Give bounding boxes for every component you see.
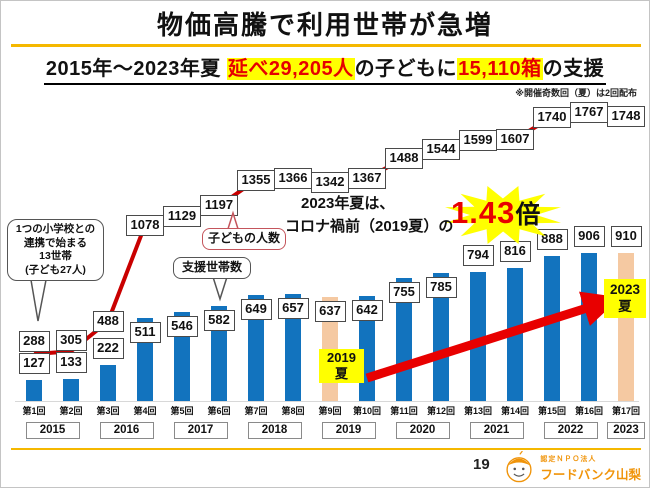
year-label: 2023 [607, 422, 645, 439]
line-value-label: 1740 [533, 106, 571, 128]
line-value-label: 1078 [126, 214, 164, 236]
summer-2023-badge: 2023 夏 [604, 279, 646, 318]
combo-chart: 1つの小学校との 連携で始まる 13世帯 (子ども27人) 子どもの人数 支援世… [1, 97, 649, 439]
bar-value-label: 133 [55, 352, 87, 374]
line-value-label: 1748 [607, 105, 645, 127]
bar-value-label: 222 [92, 337, 124, 359]
bar-round-16 [581, 253, 597, 401]
bar-round-2 [63, 379, 79, 401]
x-axis-label: 第4回 [133, 406, 157, 416]
bar-value-label: 642 [351, 300, 383, 322]
bar-value-label: 657 [277, 297, 309, 319]
bar-value-label: 785 [425, 277, 457, 299]
comparison-multiplier: 1.43 [451, 195, 516, 230]
start-callout: 1つの小学校との 連携で始まる 13世帯 (子ども27人) [7, 219, 104, 281]
bar-round-3 [100, 364, 116, 401]
x-axis-label: 第3回 [96, 406, 120, 416]
year-label: 2021 [469, 422, 524, 439]
children-series-callout: 子どもの人数 [202, 228, 286, 250]
line-value-label: 1544 [422, 138, 460, 160]
bar-value-label: 888 [536, 229, 568, 251]
org-name: フードバンク山梨 [540, 467, 641, 482]
line-value-label: 488 [92, 310, 124, 332]
page-title: 物価高騰で利用世帯が急増 [156, 10, 493, 40]
subtitle-middle: の子どもに [354, 58, 458, 80]
bar-value-label: 511 [129, 321, 161, 343]
bar-value-label: 755 [388, 281, 420, 303]
x-axis-label: 第7回 [244, 406, 268, 416]
line-value-label: 1342 [311, 171, 349, 193]
page-number: 19 [473, 456, 490, 473]
x-axis-label: 第11回 [390, 406, 418, 416]
x-axis-label: 第9回 [318, 406, 342, 416]
subtitle-suffix: の支援 [542, 58, 605, 80]
org-type: 認定ＮＰＯ法人 [540, 455, 597, 463]
line-value-label: 305 [55, 330, 87, 352]
bar-value-label: 816 [499, 240, 531, 262]
x-axis-line [15, 401, 639, 402]
bar-value-label: 794 [462, 244, 494, 266]
x-axis-label: 第14回 [500, 406, 529, 416]
bar-value-label: 546 [166, 316, 198, 337]
bar-round-1 [26, 380, 42, 401]
line-value-label: 1129 [163, 206, 201, 228]
comparison-value: 1.43 倍 [451, 195, 540, 231]
bar-round-14 [507, 267, 523, 401]
x-axis-label: 第16回 [574, 406, 603, 416]
x-axis-label: 第13回 [463, 406, 492, 416]
footer-divider [11, 448, 641, 450]
x-axis-label: 第10回 [352, 406, 381, 416]
bar-value-label: 582 [203, 310, 235, 332]
line-value-label: 1767 [570, 102, 608, 124]
subtitle: 2015年～2023年夏 延べ29,205人の子どもに15,110箱の支援 [1, 52, 649, 85]
line-value-label: 1599 [459, 129, 497, 151]
households-callout-tail [211, 276, 229, 302]
comparison-text-line2: コロナ禍前（2019夏）の [285, 218, 454, 235]
bar-round-15 [544, 256, 560, 401]
line-value-label: 1367 [348, 167, 386, 189]
year-label: 2018 [247, 422, 302, 439]
bar-round-17 [618, 252, 634, 401]
bar-value-label: 910 [610, 225, 642, 247]
x-axis-label: 第5回 [170, 406, 194, 416]
bar-value-label: 127 [18, 353, 50, 375]
subtitle-range: 2015年～2023年夏 [45, 58, 227, 80]
bar-round-13 [470, 271, 486, 401]
comparison-unit: 倍 [515, 201, 541, 229]
line-value-label: 1366 [274, 167, 312, 189]
x-axis-label: 第2回 [59, 406, 83, 416]
bar-value-label: 637 [314, 301, 346, 323]
start-callout-tail [30, 279, 47, 322]
x-axis-label: 第17回 [611, 406, 640, 416]
x-axis-label: 第1回 [22, 406, 46, 416]
org-logo: 認定ＮＰＯ法人 フードバンク山梨 [502, 451, 641, 485]
distribution-note: ※開催奇数回（夏）は2回配布 [515, 88, 637, 98]
year-label: 2015 [25, 422, 80, 439]
comparison-text-line1: 2023年夏は、 [301, 195, 395, 212]
summer-2019-badge: 2019 夏 [319, 349, 364, 383]
bar-value-label: 906 [573, 226, 605, 248]
mascot-icon [506, 451, 532, 483]
x-axis-label: 第15回 [537, 406, 566, 416]
line-value-label: 288 [18, 331, 50, 353]
year-label: 2017 [173, 422, 228, 439]
boxes-count-highlight: 15,110箱 [457, 58, 543, 80]
children-count-highlight: 延べ29,205人 [226, 58, 355, 80]
x-axis-label: 第6回 [207, 406, 231, 416]
households-series-callout: 支援世帯数 [173, 257, 251, 279]
line-value-label: 1607 [496, 128, 534, 150]
x-axis-label: 第8回 [281, 406, 305, 416]
year-label: 2020 [395, 422, 450, 439]
line-value-label: 1197 [200, 195, 238, 217]
bar-value-label: 649 [240, 299, 272, 321]
line-value-label: 1355 [237, 169, 275, 191]
year-label: 2022 [543, 422, 598, 439]
line-value-label: 1488 [385, 147, 423, 169]
title-divider [11, 44, 641, 47]
year-label: 2019 [321, 422, 376, 439]
year-label: 2016 [99, 422, 154, 439]
x-axis-label: 第12回 [426, 406, 455, 416]
